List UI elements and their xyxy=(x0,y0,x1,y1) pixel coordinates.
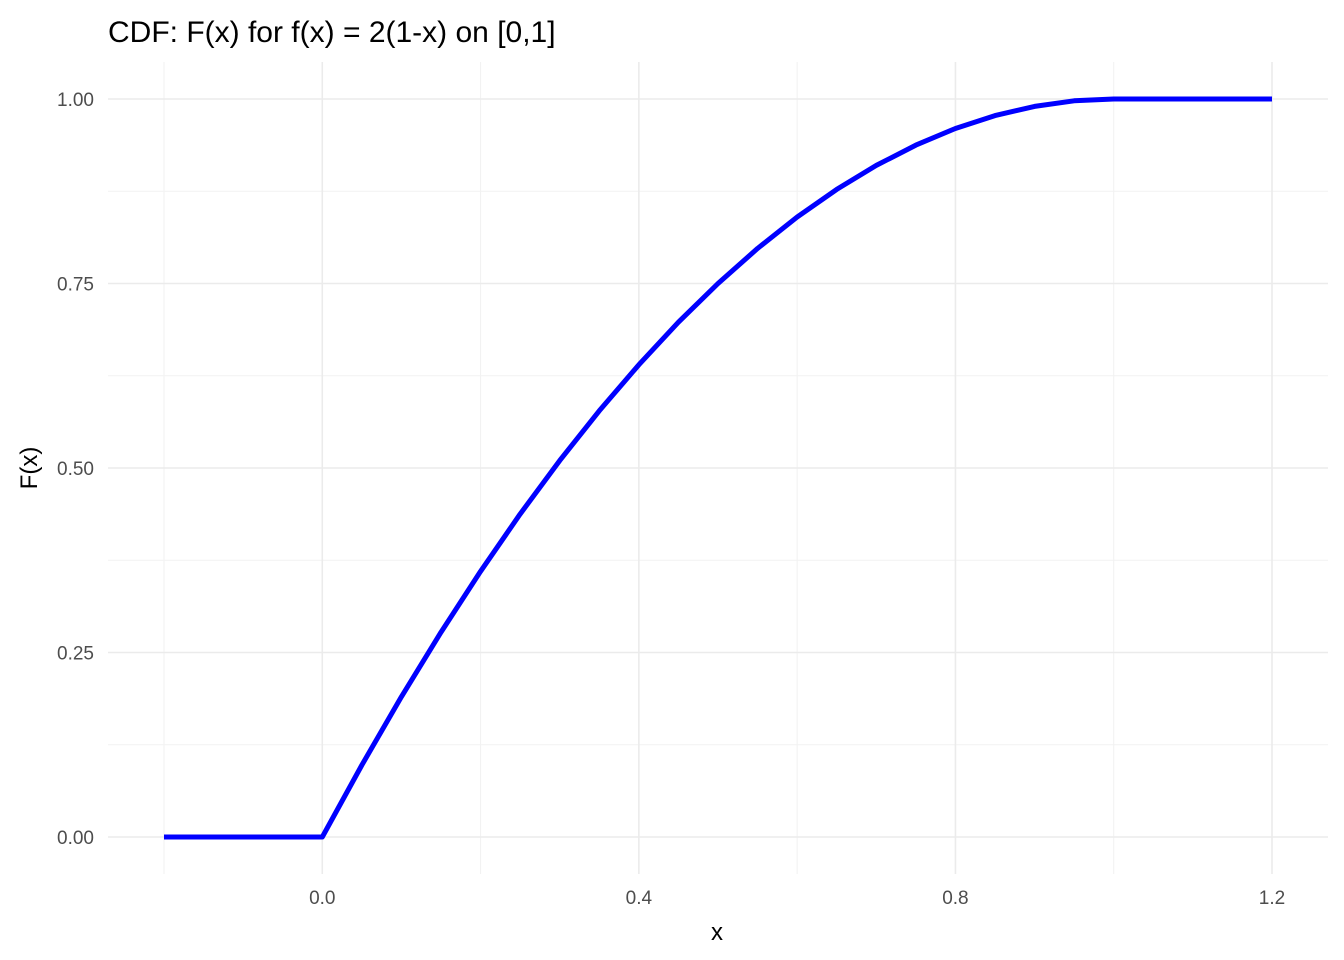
y-tick-label: 1.00 xyxy=(57,90,94,111)
y-tick-label: 0.00 xyxy=(57,828,94,849)
y-axis-title: F(x) xyxy=(16,447,43,490)
y-tick-label: 0.75 xyxy=(57,275,94,296)
x-tick-labels: 0.0 0.4 0.8 1.2 xyxy=(309,888,1285,909)
chart-title: CDF: F(x) for f(x) = 2(1-x) on [0,1] xyxy=(108,16,556,49)
series-layer xyxy=(164,96,1272,840)
y-tick-labels: 0.00 0.25 0.50 0.75 1.00 xyxy=(57,90,94,849)
cdf-series-line xyxy=(164,96,1272,840)
x-tick-label: 0.0 xyxy=(309,888,335,909)
minor-gridlines xyxy=(108,62,1328,874)
x-axis-title: x xyxy=(711,919,723,946)
x-tick-label: 0.4 xyxy=(626,888,653,909)
x-tick-label: 1.2 xyxy=(1259,888,1285,909)
x-tick-label: 0.8 xyxy=(942,888,968,909)
y-tick-label: 0.25 xyxy=(57,644,94,665)
major-gridlines xyxy=(108,62,1328,874)
y-tick-label: 0.50 xyxy=(57,459,94,480)
